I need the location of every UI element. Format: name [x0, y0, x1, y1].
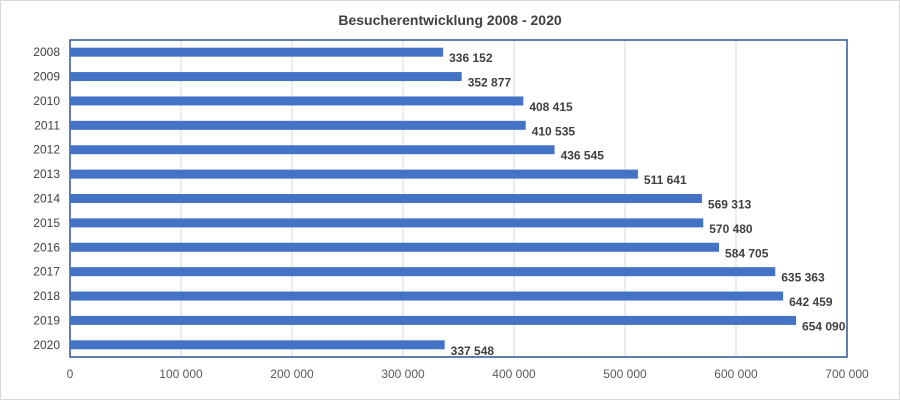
bar [70, 169, 638, 179]
x-tick-label: 500 000 [603, 367, 647, 381]
data-label: 584 705 [725, 246, 769, 260]
bar [70, 242, 720, 252]
bar [70, 47, 444, 57]
data-label: 635 363 [781, 271, 825, 285]
bar [70, 120, 526, 130]
data-label: 410 535 [532, 124, 576, 138]
y-tick-label: 2014 [33, 192, 60, 206]
bar [70, 340, 445, 350]
y-tick-label: 2020 [33, 338, 60, 352]
y-tick-label: 2011 [34, 118, 60, 132]
x-tick-label: 0 [67, 367, 74, 381]
data-label: 642 459 [789, 295, 833, 309]
y-tick-label: 2009 [33, 70, 60, 84]
data-label: 337 548 [451, 344, 495, 358]
y-tick-label: 2008 [33, 45, 60, 59]
x-tick-label: 600 000 [714, 367, 758, 381]
data-label: 569 313 [708, 198, 752, 212]
data-label: 436 545 [561, 149, 605, 163]
x-tick-label: 400 000 [492, 367, 536, 381]
y-tick-label: 2012 [33, 143, 60, 157]
bar [70, 194, 702, 203]
data-label: 352 877 [468, 76, 512, 90]
x-tick-label: 700 000 [825, 367, 869, 381]
chart-title: Besucherentwicklung 2008 - 2020 [338, 12, 562, 28]
y-tick-label: 2017 [33, 265, 60, 279]
bar [70, 218, 704, 228]
data-label: 408 415 [529, 100, 573, 114]
data-label: 570 480 [709, 222, 753, 236]
bar [70, 315, 797, 325]
bar [70, 96, 524, 106]
y-tick-label: 2018 [33, 289, 60, 303]
x-tick-label: 300 000 [381, 367, 425, 381]
data-label: 654 090 [802, 319, 846, 333]
y-tick-label: 2015 [33, 216, 60, 230]
data-label: 336 152 [449, 51, 493, 65]
bar [70, 145, 555, 155]
y-tick-label: 2016 [33, 240, 60, 254]
y-tick-label: 2013 [33, 167, 60, 181]
bar [70, 267, 776, 277]
bar [70, 72, 462, 82]
y-tick-label: 2019 [33, 313, 60, 327]
bar [70, 291, 784, 301]
data-label: 511 641 [644, 173, 687, 187]
x-tick-label: 200 000 [270, 367, 314, 381]
x-tick-label: 100 000 [159, 367, 203, 381]
y-tick-label: 2010 [33, 94, 60, 108]
